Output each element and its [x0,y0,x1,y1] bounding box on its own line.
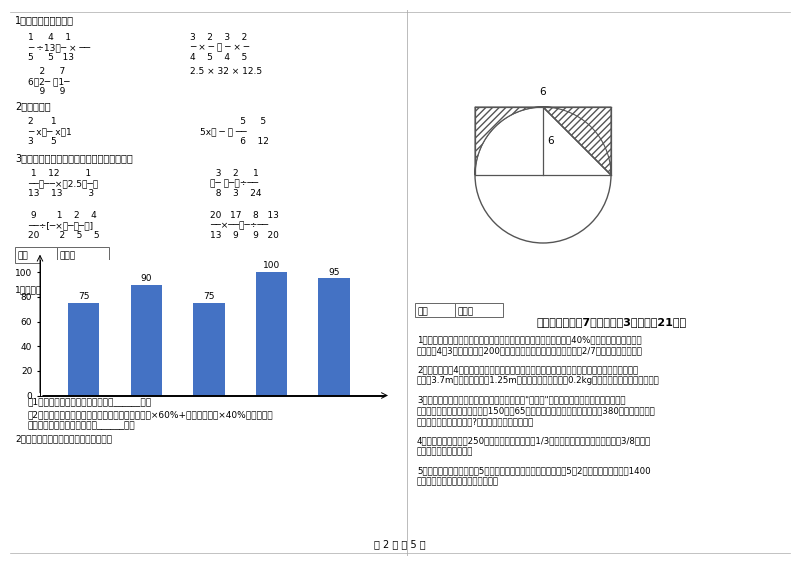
Text: 1     4    1: 1 4 1 [28,33,71,42]
Bar [68,303,99,396]
Text: 6－2─ ＋1─: 6－2─ ＋1─ [28,77,70,86]
Text: 评卷人: 评卷人 [458,307,474,316]
Text: （1）王平四次平时成绩的平均分是______分。: （1）王平四次平时成绩的平均分是______分。 [28,397,152,406]
Bar [57,247,109,263]
Text: （─ ＋─）÷──: （─ ＋─）÷── [210,179,258,188]
Text: 1、六年级三个班植树，任务分配是：甲班要植三个班植树总棵树的40%，乙、丙两班植树的棵: 1、六年级三个班植树，任务分配是：甲班要植三个班植树总棵树的40%，乙、丙两班植… [417,335,642,344]
Text: 1、如图是王平六年级第一学期四次数学平时成绩和数学期末测试成绩统计图，请根据图填空：: 1、如图是王平六年级第一学期四次数学平时成绩和数学期末测试成绩统计图，请根据图填… [15,285,241,294]
Text: 2、孔庙门前有4根圆柱形柱子，上面均有不同程度的漆面磨损，管理员准备重新涂上一层漆涂，: 2、孔庙门前有4根圆柱形柱子，上面均有不同程度的漆面磨损，管理员准备重新涂上一层… [417,365,638,374]
Text: （2）数学学期成绩是这样算的：平时成绩的平均分×60%+期末测验成绩×40%。王平六年: （2）数学学期成绩是这样算的：平时成绩的平均分×60%+期末测验成绩×40%。王… [28,410,274,419]
Bar [455,303,503,317]
Polygon shape [543,107,611,175]
Text: 每根高3.7m，横截面周长为1.25m。如果每平方米用漆涂0.2kg，涂这四根柱子要用多少漆？: 每根高3.7m，横截面周长为1.25m。如果每平方米用漆涂0.2kg，涂这四根柱… [417,376,660,385]
Text: 和苑美苑场各应付多少钱?在哪家商场购买更省钱？: 和苑美苑场各应付多少钱?在哪家商场购买更省钱？ [417,417,534,426]
Text: 6: 6 [547,136,554,146]
Text: 得分: 得分 [18,251,29,260]
Text: 五、综合题（共2小题，每题7分，共计14分）: 五、综合题（共2小题，每题7分，共计14分） [125,269,275,279]
Text: ──＋──×（2.5－─）: ──＋──×（2.5－─） [28,179,98,188]
Text: 8    3    24: 8 3 24 [210,189,262,198]
Bar [130,285,162,395]
Text: 2      1: 2 1 [28,117,57,126]
Bar [194,303,225,396]
Text: 2.5 × 32 × 12.5: 2.5 × 32 × 12.5 [190,67,262,76]
Text: ──×──－─÷──: ──×──－─÷── [210,221,268,230]
Text: 1、能简算的要简算。: 1、能简算的要简算。 [15,15,74,25]
Text: 3、脱式计算。能简便计算的要简便地计算。: 3、脱式计算。能简便计算的要简便地计算。 [15,153,133,163]
Text: 6    12: 6 12 [200,137,269,146]
Text: 13    13         3: 13 13 3 [28,189,94,198]
Text: 1    12         1: 1 12 1 [28,169,91,178]
Text: 2     7: 2 7 [28,67,66,76]
Text: 六、应用题（共7小题，每题3分，共计21分）: 六、应用题（共7小题，每题3分，共计21分） [537,317,687,327]
Text: 75: 75 [203,292,214,301]
Text: 上再打九五折，因美苑场购物满150元减65元现金。如果再家豆浆机标价都是380元，在苏宁家电: 上再打九五折，因美苑场购物满150元减65元现金。如果再家豆浆机标价都是380元… [417,406,656,415]
Text: 4、一个果园有苹果树250棵，梨树占所有果树的1/3，这两种果树正好是果园果树的3/8，这个: 4、一个果园有苹果树250棵，梨树占所有果树的1/3，这两种果树正好是果园果树的… [417,436,651,445]
Text: 13    9     9   20: 13 9 9 20 [210,231,279,240]
Text: 果园一共有集树多少棵？: 果园一共有集树多少棵？ [417,447,474,456]
Text: ─ × ─ ＋ ─ × ─: ─ × ─ ＋ ─ × ─ [190,43,249,52]
Text: 辆，小轿车比小货车多卖了多少辆？: 辆，小轿车比小货车多卖了多少辆？ [417,477,499,486]
Bar [15,247,57,263]
Text: ──÷[─×（─＋─）]: ──÷[─×（─＋─）] [28,221,93,230]
Text: 2、求阴影部分的面积（单位：厘米）。: 2、求阴影部分的面积（单位：厘米）。 [15,434,112,443]
Text: 3    2     1: 3 2 1 [210,169,258,178]
Bar [415,303,455,317]
Text: 20   17    8   13: 20 17 8 13 [210,211,279,220]
Text: 100: 100 [262,262,280,271]
Text: 9       1    2    4: 9 1 2 4 [28,211,97,220]
Text: 4    5    4    5: 4 5 4 5 [190,53,247,62]
Text: ─ x－─ x＝1: ─ x－─ x＝1 [28,127,72,136]
Polygon shape [475,107,543,175]
Text: 评卷人: 评卷人 [60,251,76,260]
Text: 6: 6 [540,87,546,97]
Text: 5     5   13: 5 5 13 [28,53,74,62]
Bar [318,279,350,396]
Text: 3    2    3    2: 3 2 3 2 [190,33,247,42]
Bar [256,272,287,396]
Text: 得分: 得分 [418,307,429,316]
Text: 5、一家汽车销售公司今年5月份销售小轿车和小货车数量的比是5：2，这两种车共销售了1400: 5、一家汽车销售公司今年5月份销售小轿车和小货车数量的比是5：2，这两种车共销售… [417,466,650,475]
Text: 3      5: 3 5 [28,137,57,146]
Text: 第 2 页 共 5 页: 第 2 页 共 5 页 [374,539,426,549]
Text: 75: 75 [78,292,90,301]
Text: 90: 90 [141,273,152,282]
Text: ─ ÷13＋─ × ──: ─ ÷13＋─ × ── [28,43,90,52]
Text: 3、万仕超市周年店庆高促销销售豆浆机，采用"折上折"方式销售，即先打七折，在此基础: 3、万仕超市周年店庆高促销销售豆浆机，采用"折上折"方式销售，即先打七折，在此基… [417,395,626,404]
Text: 树的比是4：3。当甲班植树200棵时，正好完成三个班植树总棵树的2/7，丙班植树多少棵？: 树的比是4：3。当甲班植树200棵时，正好完成三个班植树总棵树的2/7，丙班植树… [417,346,643,355]
Text: 5     5: 5 5 [200,117,266,126]
Text: 2、解方程。: 2、解方程。 [15,101,50,111]
Text: 9     9: 9 9 [28,87,66,96]
Text: 20       2    5    5: 20 2 5 5 [28,231,100,240]
Text: 95: 95 [328,268,340,276]
Text: 5x－ ─ ＝ ──: 5x－ ─ ＝ ── [200,127,246,136]
Text: 级第一学期的数学学期成绩是______分。: 级第一学期的数学学期成绩是______分。 [28,421,136,430]
